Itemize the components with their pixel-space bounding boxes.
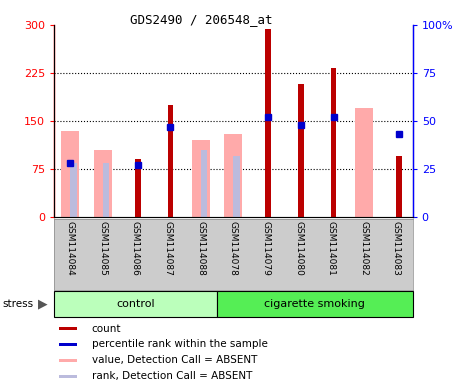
Bar [355,108,373,217]
FancyBboxPatch shape [217,291,413,317]
Bar [59,375,77,378]
Text: GSM114080: GSM114080 [294,221,303,276]
Bar [396,156,401,217]
Bar [70,163,77,217]
Bar [61,131,79,217]
Text: control: control [116,299,155,309]
Text: rank, Detection Call = ABSENT: rank, Detection Call = ABSENT [92,371,252,381]
Text: GSM114084: GSM114084 [66,221,75,276]
Bar [331,68,336,217]
Text: value, Detection Call = ABSENT: value, Detection Call = ABSENT [92,355,257,365]
Bar [59,359,77,362]
Text: GSM114078: GSM114078 [229,221,238,276]
Text: GSM114079: GSM114079 [261,221,271,276]
Text: ▶: ▶ [38,298,48,311]
Bar [59,328,77,330]
Text: cigarette smoking: cigarette smoking [265,299,365,309]
Bar [298,84,304,217]
Text: GSM114082: GSM114082 [359,221,368,276]
Text: stress: stress [2,299,33,309]
FancyBboxPatch shape [54,291,217,317]
Bar [103,163,109,217]
Text: GSM114087: GSM114087 [164,221,173,276]
Text: GSM114083: GSM114083 [392,221,401,276]
Text: GDS2490 / 206548_at: GDS2490 / 206548_at [130,13,273,26]
Bar [59,343,77,346]
Bar [135,159,141,217]
Bar [224,134,242,217]
Text: GSM114081: GSM114081 [327,221,336,276]
Bar [192,140,210,217]
Text: GSM114086: GSM114086 [131,221,140,276]
Text: count: count [92,324,121,334]
Bar [94,150,112,217]
Text: GSM114088: GSM114088 [196,221,205,276]
Bar [167,105,174,217]
Text: GSM114085: GSM114085 [98,221,107,276]
Bar [201,150,207,217]
Text: percentile rank within the sample: percentile rank within the sample [92,339,268,349]
Bar [265,30,271,217]
Bar [233,156,240,217]
